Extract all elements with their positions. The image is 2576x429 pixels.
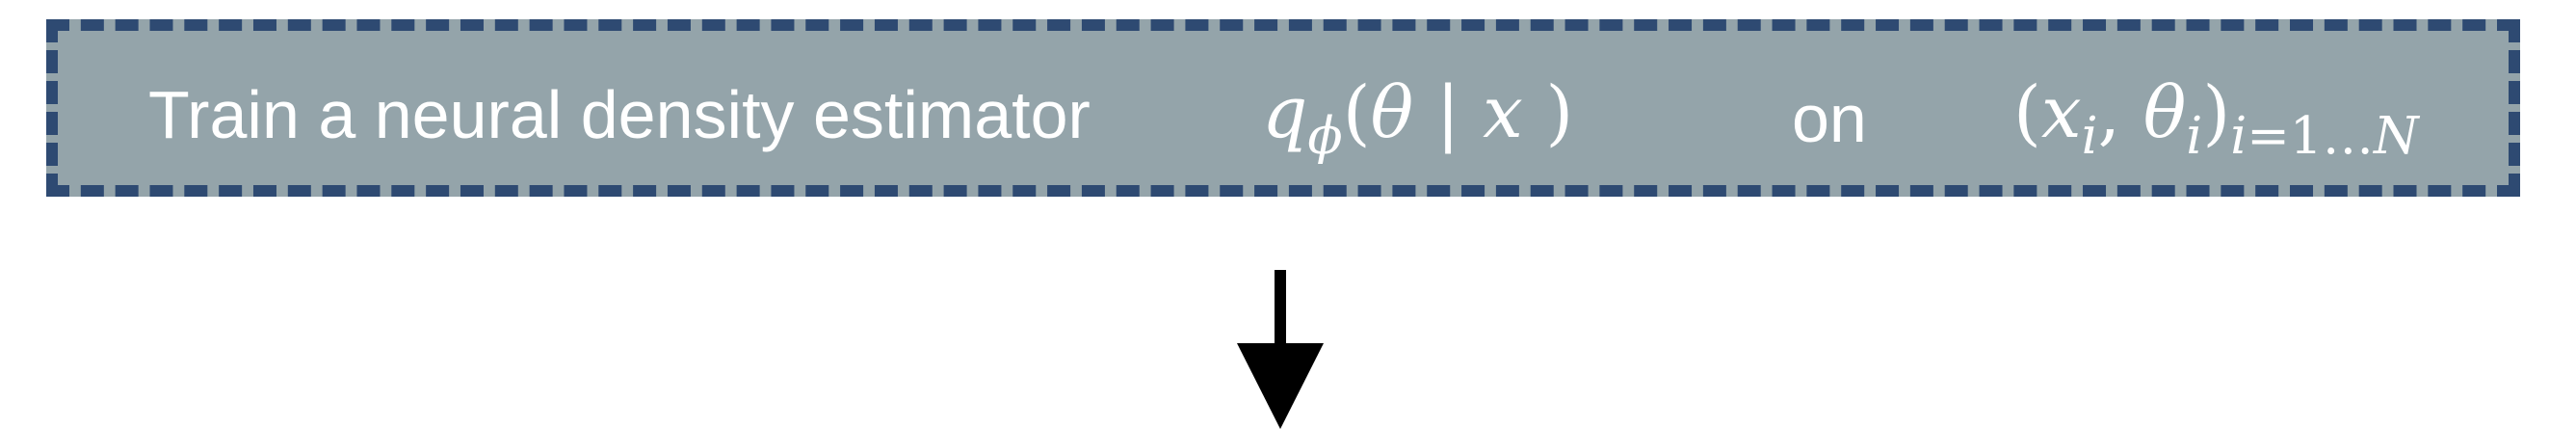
dataset-theta: θ xyxy=(2142,71,2187,154)
train-step-box: Train a neural density estimator qϕ(θ | … xyxy=(46,19,2520,197)
density-cond: x xyxy=(1483,71,1523,154)
dataset-formula: (xi, θi)i=1…N xyxy=(2013,77,2419,162)
density-separator: | xyxy=(1413,71,1484,154)
dataset-comma: , xyxy=(2097,71,2143,154)
dataset-range-count: N xyxy=(2374,106,2419,167)
dataset-close-paren: ) xyxy=(2202,71,2231,154)
density-open-paren: ( xyxy=(1342,71,1371,154)
dataset-open-paren: ( xyxy=(2013,71,2041,154)
density-fn-param: ϕ xyxy=(1307,106,1343,167)
down-arrow-shaft xyxy=(1275,270,1286,345)
density-close-paren: ) xyxy=(1522,71,1574,154)
dataset-x: x xyxy=(2040,71,2082,154)
dataset-range-index: i xyxy=(2230,106,2247,167)
down-arrow-icon xyxy=(1237,270,1324,429)
down-arrow-head xyxy=(1237,343,1324,429)
density-fn: q xyxy=(1262,71,1308,154)
step-description: Train a neural density estimator xyxy=(148,77,1091,152)
dataset-range: i=1…N xyxy=(2230,106,2418,166)
dataset-theta-index: i xyxy=(2186,106,2203,167)
connector-word: on xyxy=(1792,81,1867,156)
density-var: θ xyxy=(1370,71,1414,154)
dataset-x-index: i xyxy=(2081,106,2098,167)
dataset-range-span: =1… xyxy=(2247,106,2375,167)
density-estimator-formula: qϕ(θ | x ) xyxy=(1262,77,1573,162)
